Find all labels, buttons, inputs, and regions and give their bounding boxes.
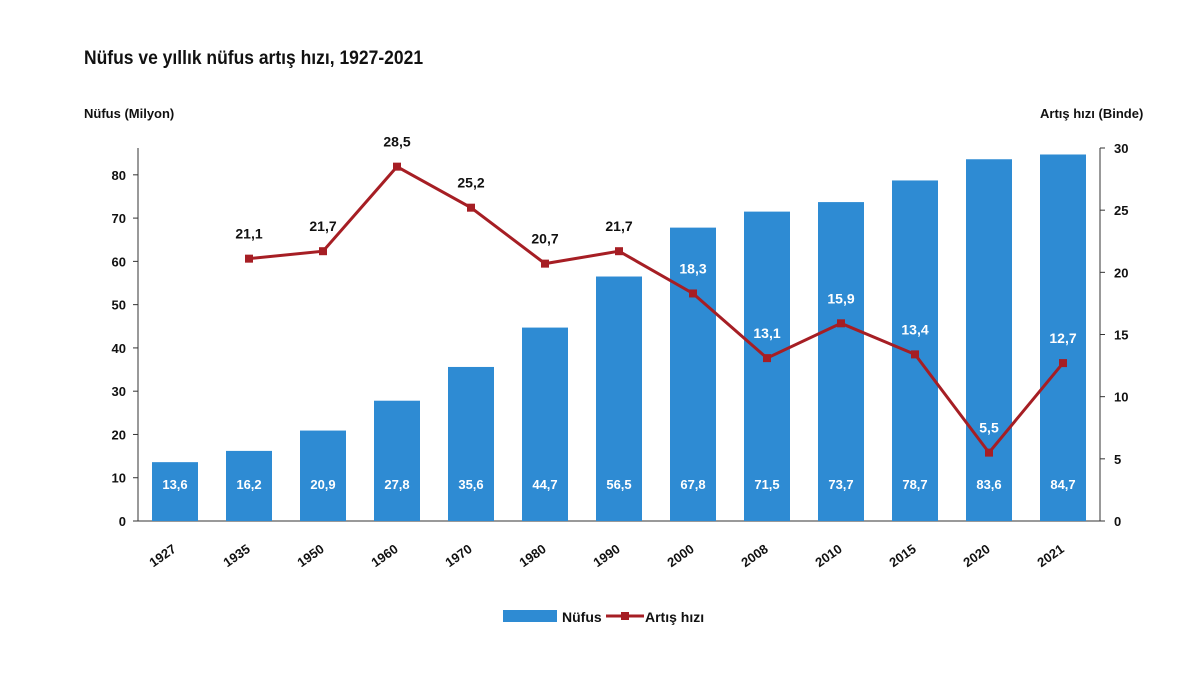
bar-label: 73,7 [828,477,853,492]
line-point-1980 [541,259,549,268]
line-label: 18,3 [679,260,706,276]
line-label: 13,1 [753,325,780,341]
bar-label: 78,7 [902,477,927,492]
line-point-1990 [615,247,623,256]
right-axis-title: Artış hızı (Binde) [1040,106,1144,121]
x-tick-label: 1970 [442,541,474,570]
left-axis-title: Nüfus (Milyon) [84,106,175,121]
bar-label: 13,6 [162,477,187,492]
left-tick-label: 0 [119,514,126,529]
bar-1980 [522,327,568,521]
x-tick-label: 2008 [738,541,770,570]
line-point-2010 [837,319,845,328]
line-point-2020 [985,448,993,457]
x-tick-label: 1935 [220,541,252,570]
bar-label: 84,7 [1050,477,1075,492]
bar-1990 [596,276,642,521]
line-point-1960 [393,162,401,171]
line-label: 15,9 [827,290,854,306]
left-tick-label: 70 [112,211,126,226]
right-tick-label: 25 [1114,203,1128,218]
bar-1970 [448,366,494,521]
line-point-2000 [689,289,697,298]
line-point-1935 [245,254,253,263]
right-tick-label: 30 [1114,141,1128,156]
right-tick-label: 20 [1114,265,1128,280]
bar-2008 [744,211,790,521]
x-tick-label: 1927 [146,541,178,570]
bar-1950 [300,430,346,521]
bar-1927 [152,462,198,521]
left-tick-label: 80 [112,168,126,183]
x-tick-label: 2015 [886,541,918,570]
legend-label-nufus: Nüfus [562,609,602,625]
line-label: 20,7 [531,231,558,247]
line-point-2021 [1059,359,1067,368]
bar-label: 44,7 [532,477,557,492]
bar-1935 [226,450,272,521]
bar-label: 16,2 [236,477,261,492]
x-tick-label: 2020 [960,541,992,570]
bar-2020 [966,159,1012,521]
line-point-1970 [467,203,475,212]
line-label: 28,5 [383,134,410,150]
legend-label-artis: Artış hızı [645,609,704,625]
line-point-2015 [911,350,919,359]
line-label: 21,7 [309,218,336,234]
line-artis-hizi [248,164,1065,456]
x-tick-label: 2010 [812,541,844,570]
line-label: 13,4 [901,321,928,337]
legend-marker-artis [621,612,629,620]
line-label: 25,2 [457,175,484,191]
x-tick-label: 2000 [664,541,696,570]
left-tick-label: 60 [112,254,126,269]
x-tick-label: 1960 [368,541,400,570]
bar-label: 20,9 [310,477,335,492]
bar-label: 71,5 [754,477,779,492]
bar-label: 35,6 [458,477,483,492]
bar-1960 [374,400,420,521]
line-label: 21,1 [235,226,262,242]
bar-2000 [670,227,716,521]
bar-label: 27,8 [384,477,409,492]
bar-label: 56,5 [606,477,631,492]
x-tick-label: 1990 [590,541,622,570]
x-tick-label: 1980 [516,541,548,570]
left-tick-label: 10 [112,471,126,486]
line-label: 21,7 [605,218,632,234]
right-tick-label: 10 [1114,390,1128,405]
left-tick-label: 20 [112,427,126,442]
x-tick-label: 1950 [294,541,326,570]
left-tick-label: 30 [112,384,126,399]
bar-2010 [818,202,864,521]
chart-title: Nüfus ve yıllık nüfus artış hızı, 1927-2… [84,48,424,69]
line-point-2008 [763,354,771,363]
left-tick-label: 40 [112,341,126,356]
left-tick-label: 50 [112,298,126,313]
bar-2021 [1040,154,1086,521]
line-label: 5,5 [979,420,999,436]
line-point-1950 [319,247,327,256]
right-tick-label: 5 [1114,452,1121,467]
bar-label: 83,6 [976,477,1001,492]
right-tick-label: 15 [1114,328,1128,343]
line-label: 12,7 [1049,330,1076,346]
right-tick-label: 0 [1114,514,1121,529]
x-tick-label: 2021 [1034,541,1066,570]
legend-swatch-nufus [503,610,557,622]
bar-label: 67,8 [680,477,705,492]
